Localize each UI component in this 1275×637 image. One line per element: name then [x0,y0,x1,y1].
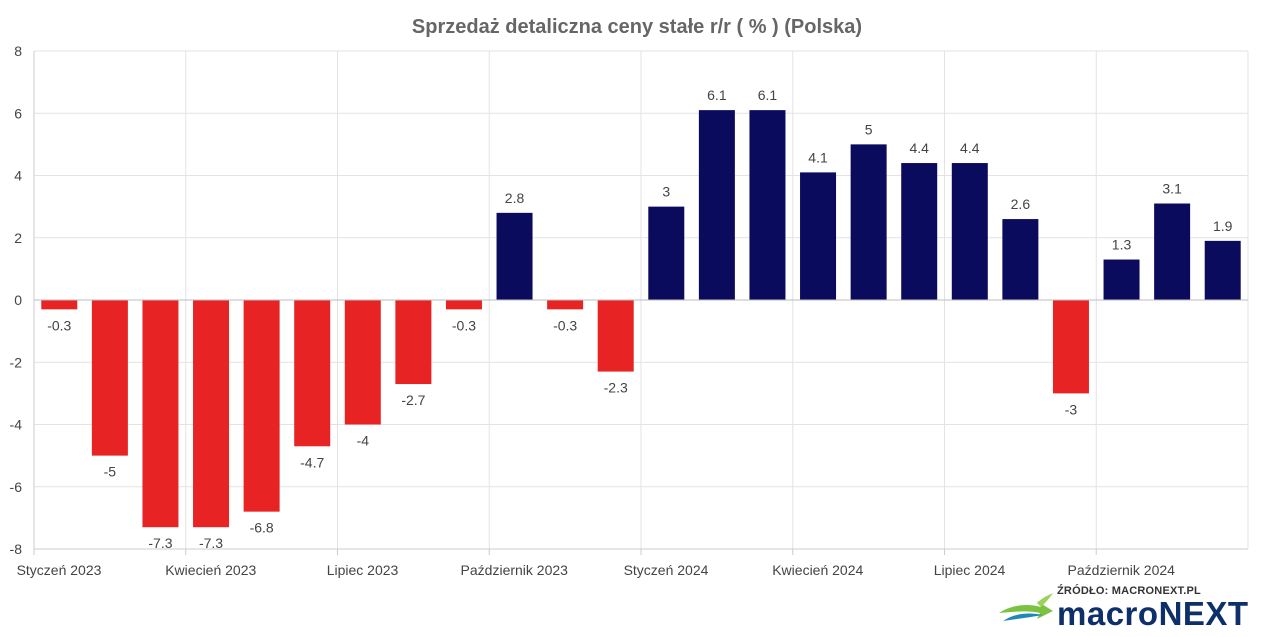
y-tick-label: -4 [10,417,23,433]
bar [1052,300,1089,394]
data-label: -2.7 [401,392,425,408]
logo-swoosh-icon [999,593,1053,621]
data-label: -0.3 [452,317,476,333]
bar [496,212,533,300]
bars [34,110,1248,528]
data-label: 1.3 [1112,237,1132,253]
bar [294,300,331,447]
bar [698,110,735,300]
y-tick-label: 0 [14,292,22,308]
x-tick-label: Kwiecień 2023 [165,562,256,578]
data-label: 4.4 [960,140,980,156]
y-tick-label: 6 [14,105,22,121]
y-tick-label: -8 [10,541,23,557]
bar [142,300,179,528]
x-tick-label: Lipiec 2024 [934,562,1006,578]
bar [41,300,78,310]
data-label: 6.1 [758,87,778,103]
y-tick-label: -6 [10,479,23,495]
bar [1204,240,1241,300]
y-tick-label: 8 [14,43,22,59]
bar [1103,259,1140,300]
chart-title: Sprzedaż detaliczna ceny stałe r/r ( % )… [412,16,862,38]
data-label: 1.9 [1213,218,1233,234]
x-tick-label: Styczeń 2024 [624,562,709,578]
macronext-logo: ŹRÓDŁO: MACRONEXT.PL macroNEXT [997,585,1249,633]
y-axis-ticks: -8 -6 -4 -2 0 2 4 6 8 [10,43,23,557]
data-label: 4.1 [808,149,828,165]
data-label: 4.4 [909,140,929,156]
bar [800,172,837,300]
bar [445,300,482,310]
bar [1002,219,1039,300]
y-tick-label: 4 [14,168,22,184]
data-label: -6.8 [250,520,274,536]
data-label: -7.3 [148,535,172,551]
x-axis-ticks: Styczeń 2023 Kwiecień 2023 Lipiec 2023 Paźd… [17,562,1176,578]
y-tick-label: -2 [10,354,23,370]
bar [395,300,432,385]
data-label: -0.3 [47,317,71,333]
data-label: -7.3 [199,535,223,551]
bar [951,163,988,300]
bar [547,300,584,310]
data-label: -0.3 [553,317,577,333]
bar [91,300,128,456]
data-labels: -0.3 -5 -7.3 -7.3 -6.8 -4.7 -4 -2.7 -0.3 2.8 -0.3 -… [47,87,1232,551]
logo-word-next: NEXT [1158,595,1249,632]
bar [193,300,230,528]
x-tick-label: Październik 2023 [461,562,569,578]
data-label: -3 [1065,401,1078,417]
data-label: 3 [662,184,670,200]
bar [901,163,938,300]
data-label: -5 [104,464,117,480]
y-tick-label: 2 [14,230,22,246]
data-label: 6.1 [707,87,727,103]
logo-word-macro: macro [1057,595,1159,632]
source-label: ŹRÓDŁO: MACRONEXT.PL [1057,585,1201,597]
bar [749,110,786,300]
bar [597,300,634,372]
data-label: -4.7 [300,454,324,470]
x-tick-label: Styczeń 2023 [17,562,102,578]
logo-wordmark: macroNEXT [1057,596,1249,632]
bar [243,300,280,512]
data-label: 3.1 [1162,181,1182,197]
bar [648,206,685,300]
data-label: 2.6 [1011,196,1031,212]
x-tick-label: Październik 2024 [1068,562,1176,578]
bar [1154,203,1191,300]
data-label: -2.3 [604,380,628,396]
x-tick-label: Kwiecień 2024 [772,562,863,578]
bar [850,144,887,300]
x-tick-label: Lipiec 2023 [327,562,399,578]
data-label: 2.8 [505,190,525,206]
data-label: 5 [865,121,873,137]
bar [344,300,381,425]
data-label: -4 [357,433,370,449]
